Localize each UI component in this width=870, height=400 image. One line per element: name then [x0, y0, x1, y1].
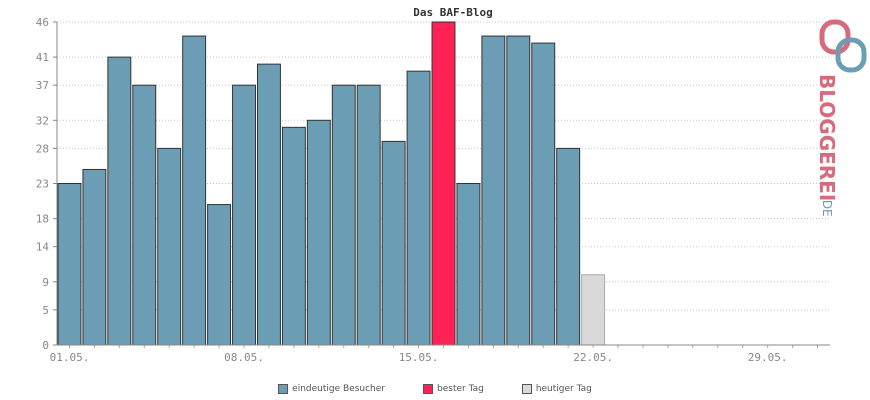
bar-22: [581, 274, 606, 346]
y-tick-label: 5: [42, 304, 49, 317]
chat-bubble-icon: [819, 19, 867, 73]
bar-8: [232, 84, 256, 346]
bar-4: [132, 84, 157, 346]
bar-12: [331, 84, 356, 346]
y-tick-label: 32: [36, 114, 49, 127]
bar-6: [182, 35, 207, 346]
x-tick-label: 29.05.: [748, 351, 788, 364]
legend-label: bester Tag: [437, 384, 484, 394]
x-tick-label: 01.05.: [50, 351, 90, 364]
bloggerei-logo: BLOGGEREI .DE: [806, 14, 870, 224]
bar-20: [531, 42, 556, 346]
bar-21: [556, 147, 581, 346]
y-tick-label: 23: [36, 178, 49, 191]
bar-17: [456, 183, 481, 346]
legend-item-today: heutiger Tag: [521, 384, 592, 394]
x-tick-label: 22.05.: [573, 351, 613, 364]
bar-2: [82, 168, 107, 346]
bar-1: [57, 183, 82, 346]
bar-7: [207, 204, 232, 346]
chart-legend: eindeutige Besucher bester Tag heutiger …: [0, 384, 870, 394]
legend-swatch: [423, 384, 433, 394]
logo-suffix: .DE: [820, 196, 834, 217]
y-tick-label: 18: [36, 213, 49, 226]
x-tick-label: 08.05.: [224, 351, 264, 364]
y-tick-label: 37: [36, 79, 49, 92]
bar-9: [256, 63, 281, 346]
y-tick-label: 0: [42, 339, 49, 352]
legend-label: heutiger Tag: [535, 384, 592, 394]
bars: [57, 21, 606, 346]
y-tick-label: 46: [36, 16, 49, 29]
chart-title: Das BAF-Blog: [413, 6, 492, 19]
bar-15: [406, 70, 431, 346]
bar-10: [281, 126, 306, 346]
legend-label: eindeutige Besucher: [292, 384, 385, 394]
bar-16: [431, 21, 456, 346]
bar-18: [481, 35, 506, 346]
legend-swatch: [278, 384, 289, 394]
y-tick-label: 14: [36, 241, 50, 254]
y-tick-label: 41: [36, 51, 49, 64]
bar-14: [381, 140, 406, 346]
bar-5: [157, 147, 182, 346]
y-axis-ticks: 0 5 9 14 18 23 28 32 37 41 46: [36, 16, 57, 352]
x-axis-ticks: 01.05. 08.05. 15.05. 22.05. 29.05.: [50, 345, 819, 364]
bloggerei-logo-graphic: BLOGGEREI .DE: [815, 19, 867, 217]
bar-19: [506, 35, 531, 346]
logo-text: BLOGGEREI: [815, 74, 839, 201]
x-tick-label: 15.05.: [399, 351, 439, 364]
bar-3: [107, 56, 132, 346]
y-tick-label: 9: [42, 276, 49, 289]
bar-13: [356, 84, 381, 346]
legend-item-visitors: eindeutige Besucher: [278, 384, 385, 394]
bar-11: [306, 119, 331, 346]
legend-item-best-day: bester Tag: [423, 384, 484, 394]
y-tick-label: 28: [36, 142, 49, 155]
legend-swatch: [521, 384, 532, 394]
